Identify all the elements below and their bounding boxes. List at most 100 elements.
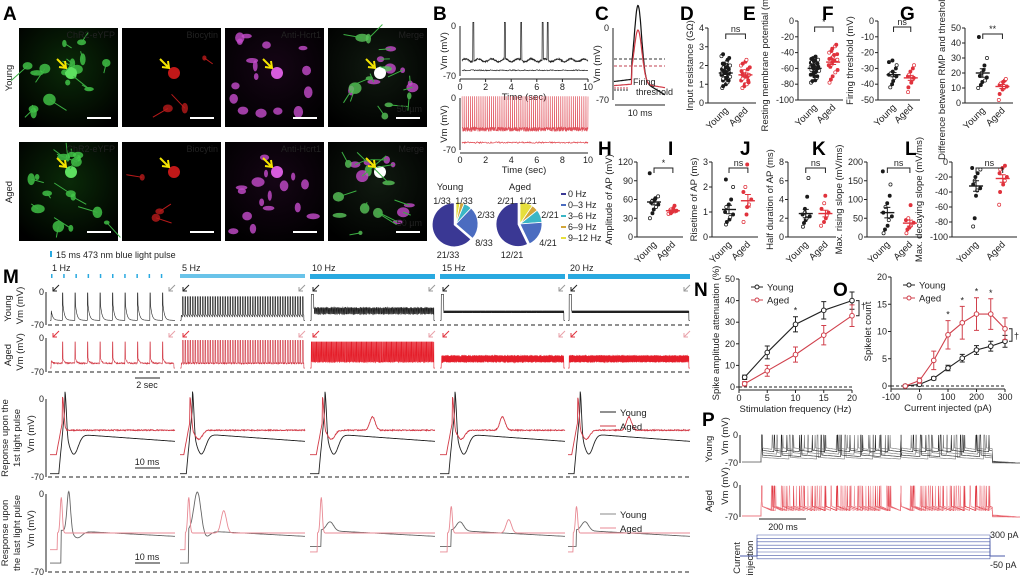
data-point — [902, 383, 909, 389]
y-tick-label: 15 — [877, 299, 887, 309]
data-point — [982, 63, 987, 68]
data-point — [888, 85, 893, 90]
significance-bracket — [886, 167, 911, 173]
data-point — [978, 83, 983, 87]
y-tick-label: 0 — [730, 382, 735, 392]
data-point — [885, 223, 890, 228]
light-pulse — [124, 274, 126, 278]
series-line-young — [744, 300, 853, 378]
legend-label: Aged — [767, 296, 789, 307]
neurite — [70, 148, 73, 155]
ap-young — [613, 4, 666, 96]
significance-label: ns — [734, 158, 744, 168]
cell-body — [202, 55, 207, 61]
neurite — [351, 77, 370, 87]
data-point — [974, 193, 978, 198]
row-label: Young — [3, 295, 14, 322]
target-neuron — [65, 166, 77, 178]
significance-bracket — [1009, 328, 1013, 342]
y-tick-label: -100 — [930, 232, 948, 242]
sem-error-bar — [726, 204, 733, 215]
x-tick-label: Young — [704, 105, 731, 132]
x-axis-title: Current injected (pA) — [904, 403, 992, 414]
label: 8 — [560, 82, 565, 92]
data-point — [722, 61, 727, 66]
pie-title: Aged — [509, 182, 531, 193]
y-tick-label: 50 — [853, 213, 863, 223]
series-line-aged — [744, 315, 853, 385]
data-point — [731, 212, 736, 217]
y-tick-label: 0 — [628, 232, 633, 242]
neurite — [343, 90, 352, 104]
arrow-icon — [56, 157, 68, 169]
legend-label: Aged — [620, 422, 642, 433]
arrow-icon — [262, 157, 274, 169]
data-point — [813, 54, 818, 59]
arrow-icon — [262, 58, 274, 70]
significance-star: * — [960, 295, 964, 305]
neurite — [33, 72, 38, 75]
significance-bracket — [653, 167, 674, 173]
data-point — [747, 65, 752, 70]
cell-body — [52, 220, 65, 233]
significance-label: ns — [894, 158, 904, 168]
last-pulse-young — [310, 521, 435, 547]
x-tick-label: Aged — [892, 102, 915, 125]
sem-error-bar — [651, 198, 658, 206]
data-point — [908, 69, 913, 74]
significance-dagger: † — [1014, 331, 1019, 341]
pie-label: 1/33 — [455, 196, 473, 206]
data-point — [893, 66, 898, 71]
y-tick-label: 0 — [858, 232, 863, 242]
legend-label: Young — [767, 283, 794, 294]
data-point — [764, 349, 771, 356]
arrow-icon — [683, 284, 691, 292]
significance-bracket — [856, 300, 860, 317]
data-point — [996, 98, 1001, 102]
significance-label: ns — [897, 17, 907, 27]
cell-body — [231, 82, 240, 90]
legend-label: Aged — [620, 524, 642, 535]
y-axis-title: Spike amplitude attenuation (%) — [711, 266, 722, 401]
target-neuron — [271, 67, 283, 79]
target-neuron — [374, 67, 386, 79]
micrograph-young-1 — [122, 28, 221, 127]
data-point — [830, 74, 835, 79]
sem-error-bar — [722, 71, 729, 75]
label: -70 — [31, 472, 44, 482]
data-point — [746, 78, 751, 83]
data-point — [835, 52, 840, 57]
data-point — [744, 212, 749, 217]
data-point — [890, 82, 895, 87]
y-tick-label: 4 — [779, 195, 784, 205]
data-point — [849, 312, 855, 319]
data-point — [740, 61, 745, 66]
data-point — [887, 193, 892, 198]
micrograph-young-3 — [328, 28, 427, 127]
channel-label: Merge — [398, 30, 424, 40]
data-point — [906, 90, 910, 95]
neurite — [35, 68, 46, 83]
target-neuron — [65, 67, 77, 79]
label: -70 — [31, 367, 44, 377]
cell-body — [235, 185, 248, 190]
cell-body — [229, 93, 238, 104]
y-tick-label: 0 — [703, 232, 708, 242]
scale-bar-label: 10 ms — [135, 457, 160, 467]
x-tick-label: Aged — [727, 105, 750, 128]
trace-aged-firing — [461, 96, 589, 133]
channel-label: Biocytin — [186, 144, 218, 154]
legend-marker — [754, 297, 760, 303]
neurite — [75, 158, 79, 164]
neurite — [155, 217, 172, 224]
significance-star: * — [975, 287, 979, 297]
light-pulse — [75, 274, 77, 278]
significance-bracket — [893, 26, 912, 32]
y-axis-title: Vm (mV) — [439, 105, 450, 142]
first-pulse-aged — [310, 397, 436, 456]
y-tick-label: 30 — [725, 317, 735, 327]
arrow-icon — [428, 330, 436, 338]
data-point — [651, 207, 656, 212]
light-pulse — [112, 274, 114, 278]
data-point — [972, 216, 977, 221]
